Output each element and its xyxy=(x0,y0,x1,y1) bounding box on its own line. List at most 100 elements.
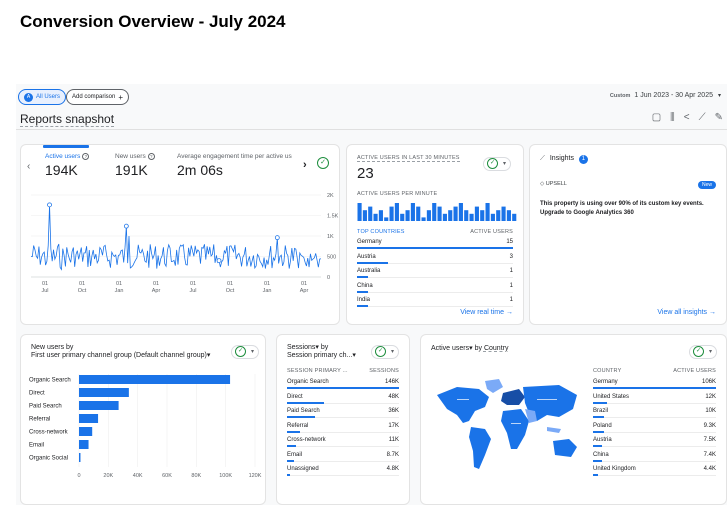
help-icon[interactable]: ? xyxy=(82,153,90,160)
title-line-1: New users by xyxy=(31,344,74,351)
session-row[interactable]: Direct 48K xyxy=(287,392,399,404)
dimension-label[interactable]: Country xyxy=(483,345,509,352)
tab-active-users[interactable]: Active users? 194K xyxy=(43,145,90,178)
minute-bar[interactable] xyxy=(400,213,405,221)
page-title: Conversion Overview - July 2024 xyxy=(20,12,286,31)
minute-bar[interactable] xyxy=(421,217,426,221)
segment-chip[interactable]: A All Users xyxy=(18,89,67,105)
minute-bar[interactable] xyxy=(389,206,394,221)
view-realtime-link[interactable]: View real time → xyxy=(460,309,513,316)
chevron-left-icon[interactable]: ‹ xyxy=(27,161,31,172)
bar[interactable] xyxy=(79,414,99,423)
chevron-right-icon[interactable]: › xyxy=(303,159,307,171)
minute-bar[interactable] xyxy=(512,213,517,221)
bar[interactable] xyxy=(79,401,119,410)
map-border xyxy=(537,399,557,400)
metric-label[interactable]: Active users xyxy=(431,345,470,352)
segment-label: All Users xyxy=(36,94,61,100)
minute-bar[interactable] xyxy=(432,203,437,221)
bar[interactable] xyxy=(79,388,129,397)
status-check-icon[interactable]: ✓ xyxy=(317,157,329,169)
bar[interactable] xyxy=(79,427,93,436)
annotation-marker[interactable] xyxy=(47,202,52,208)
realtime-row[interactable]: Australia 1 xyxy=(357,266,513,278)
minute-bar[interactable] xyxy=(368,206,373,221)
date-range-picker[interactable]: Custom 1 Jun 2023 - 30 Apr 2025 ▾ xyxy=(610,92,721,99)
new-users-status-button[interactable]: ✓ ▾ xyxy=(231,345,259,359)
minute-bar[interactable] xyxy=(442,213,447,221)
session-row[interactable]: Referral 17K xyxy=(287,421,399,433)
country-row[interactable]: Brazil 10K xyxy=(593,406,716,418)
realtime-status-button[interactable]: ✓ ▾ xyxy=(483,157,511,171)
session-row[interactable]: Paid Search 36K xyxy=(287,406,399,418)
add-comparison-button[interactable]: Add comparison + xyxy=(66,89,130,105)
realtime-row[interactable]: Germany 15 xyxy=(357,237,513,249)
bar[interactable] xyxy=(79,453,81,462)
annotation-marker[interactable] xyxy=(216,258,222,263)
bar[interactable] xyxy=(79,440,89,449)
minute-bar[interactable] xyxy=(496,210,501,221)
status-check-icon: ✓ xyxy=(693,346,704,357)
country-row[interactable]: United Kingdom 4.4K xyxy=(593,464,716,476)
title-line-1[interactable]: Sessions▾ by xyxy=(287,344,356,352)
y-tick-label: 500 xyxy=(327,255,336,261)
minute-bar[interactable] xyxy=(416,206,421,221)
minute-bar[interactable] xyxy=(458,203,463,221)
title-line-2[interactable]: Session primary ch...▾ xyxy=(287,352,356,360)
minute-bar[interactable] xyxy=(448,210,453,221)
country-row[interactable]: United States 12K xyxy=(593,392,716,404)
active-users-series-line[interactable] xyxy=(30,204,322,271)
minute-bar[interactable] xyxy=(501,206,506,221)
help-icon[interactable]: ? xyxy=(147,153,155,160)
title-line-2[interactable]: First user primary channel group (Defaul… xyxy=(31,352,210,360)
annotation-marker[interactable] xyxy=(123,223,129,229)
session-row[interactable]: Organic Search 146K xyxy=(287,377,399,389)
pencil-icon[interactable]: ✎ xyxy=(714,112,723,123)
minute-bar[interactable] xyxy=(469,213,474,221)
tab-new-users[interactable]: New users? 191K xyxy=(115,153,155,178)
minute-bar[interactable] xyxy=(357,203,362,221)
bar[interactable] xyxy=(79,375,231,384)
realtime-row[interactable]: Austria 3 xyxy=(357,252,513,264)
share-icon[interactable]: < xyxy=(683,112,690,123)
minute-bar[interactable] xyxy=(378,210,383,221)
view-all-insights-link[interactable]: View all insights → xyxy=(657,309,716,316)
minute-bar[interactable] xyxy=(362,210,367,221)
minute-bar[interactable] xyxy=(485,203,490,221)
country-status-button[interactable]: ✓ ▾ xyxy=(689,345,717,359)
columns-icon[interactable]: ⫼ xyxy=(670,112,675,123)
realtime-row[interactable]: India 1 xyxy=(357,295,513,307)
realtime-value: 3 xyxy=(509,253,513,260)
country-row[interactable]: China 7.4K xyxy=(593,450,716,462)
minute-bar[interactable] xyxy=(437,206,442,221)
sessions-status-button[interactable]: ✓ ▾ xyxy=(371,345,399,359)
tab-engagement-time[interactable]: Average engagement time per active us 2m… xyxy=(177,153,297,178)
country-row[interactable]: Germany 106K xyxy=(593,377,716,389)
minute-bar[interactable] xyxy=(480,210,485,221)
annotation-marker[interactable] xyxy=(274,235,280,241)
world-map[interactable] xyxy=(427,375,587,485)
minute-bar[interactable] xyxy=(426,210,431,221)
country-row[interactable]: Poland 9.3K xyxy=(593,421,716,433)
session-row[interactable]: Cross-network 11K xyxy=(287,435,399,447)
minute-bar[interactable] xyxy=(490,213,495,221)
minute-bar[interactable] xyxy=(384,217,389,221)
session-name: Referral xyxy=(287,422,309,429)
minute-bar[interactable] xyxy=(405,210,410,221)
session-row[interactable]: Unassigned 4.8K xyxy=(287,464,399,476)
minute-bar[interactable] xyxy=(453,206,458,221)
x-tick-day: 01 xyxy=(42,281,48,287)
session-row[interactable]: Email 8.7K xyxy=(287,450,399,462)
insight-text[interactable]: This property is using over 90% of its c… xyxy=(540,201,704,216)
minute-bar[interactable] xyxy=(410,203,415,221)
minute-bar[interactable] xyxy=(373,213,378,221)
edit-comparison-icon[interactable]: ▢ xyxy=(651,112,662,123)
country-row[interactable]: Austria 7.5K xyxy=(593,435,716,447)
insights-icon[interactable]: ⟋ xyxy=(698,112,706,123)
minute-bar[interactable] xyxy=(394,203,399,221)
minute-bar[interactable] xyxy=(506,210,511,221)
minute-bar[interactable] xyxy=(474,206,479,221)
minute-bar[interactable] xyxy=(464,210,469,221)
realtime-row[interactable]: China 1 xyxy=(357,281,513,293)
